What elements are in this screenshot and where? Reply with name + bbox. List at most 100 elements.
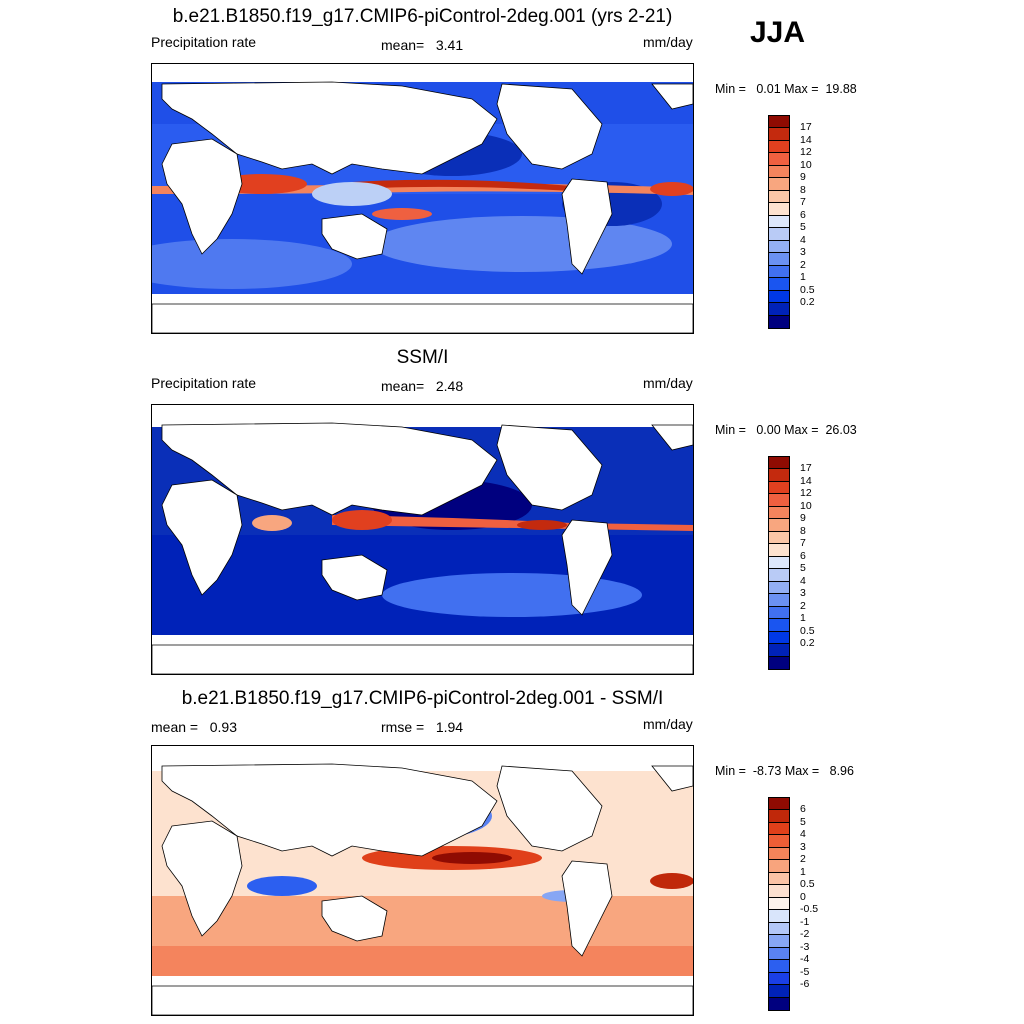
panel-title: SSM/I	[396, 347, 449, 368]
panel-title: b.e21.B1850.f19_g17.CMIP6-piControl-2deg…	[172, 6, 673, 27]
colorbar-swatch	[769, 810, 789, 823]
colorbar-tick-label: -6	[800, 978, 810, 991]
colorbar-tick-label: 9	[800, 512, 806, 525]
colorbar-swatch	[769, 240, 789, 254]
map-svg	[152, 746, 693, 1015]
colorbar-swatch	[769, 619, 789, 632]
colorbar-swatch	[769, 481, 789, 495]
precip-map	[151, 63, 694, 334]
colorbar-tick-label: 8	[800, 524, 806, 537]
colorbar	[768, 456, 790, 670]
map-svg	[152, 64, 693, 333]
colorbar-tick-label: 5	[800, 562, 806, 575]
colorbar-tick-label: -2	[800, 928, 810, 941]
colorbar-swatch	[769, 303, 789, 316]
colorbar-swatch	[769, 947, 789, 961]
colorbar-swatch	[769, 116, 789, 129]
colorbar-tick-label: 10	[800, 158, 812, 171]
colorbar-swatch	[769, 278, 789, 291]
colorbar-tick-label: 5	[800, 221, 806, 234]
colorbar-swatch	[769, 885, 789, 898]
colorbar-tick-label: 0.2	[800, 637, 815, 650]
colorbar-swatch	[769, 228, 789, 241]
colorbar-swatch	[769, 631, 789, 645]
colorbar-swatch	[769, 935, 789, 948]
colorbar-tick-label: 17	[800, 121, 812, 134]
colorbar-swatch	[769, 153, 789, 166]
min-max-label: Min = 0.01 Max = 19.88	[715, 82, 857, 96]
colorbar-tick-label: 4	[800, 574, 806, 587]
variable-label: Precipitation rate	[151, 375, 257, 391]
colorbar-swatch	[769, 972, 789, 986]
colorbar-swatch	[769, 531, 789, 545]
colorbar-swatch	[769, 644, 789, 657]
colorbar-tick-label: 4	[800, 828, 806, 841]
colorbar-tick-label: 0.5	[800, 624, 815, 637]
colorbar-swatch	[769, 253, 789, 266]
colorbar-swatch	[769, 897, 789, 911]
colorbar-swatch	[769, 506, 789, 520]
colorbar-tick-label: 0.5	[800, 283, 815, 296]
colorbar-tick-label: 0.2	[800, 296, 815, 309]
colorbar-tick-label: 1	[800, 271, 806, 284]
colorbar-swatch	[769, 656, 789, 669]
colorbar-tick-label: 3	[800, 840, 806, 853]
colorbar-tick-label: 14	[800, 133, 812, 146]
colorbar-swatch	[769, 128, 789, 141]
colorbar	[768, 115, 790, 329]
colorbar-tick-label: 3	[800, 246, 806, 259]
variable-label: Precipitation rate	[151, 34, 257, 50]
colorbar-tick-label: 1	[800, 865, 806, 878]
map-svg	[152, 405, 693, 674]
units-label: mm/day	[643, 716, 693, 732]
min-max-label: Min = 0.00 Max = 26.03	[715, 423, 857, 437]
colorbar-swatch	[769, 569, 789, 582]
rmse-label: rmse = 1.94	[381, 719, 464, 735]
colorbar-tick-label: 5	[800, 815, 806, 828]
panel-title: b.e21.B1850.f19_g17.CMIP6-piControl-2deg…	[181, 688, 664, 709]
colorbar-tick-label: -4	[800, 953, 810, 966]
colorbar-tick-label: 9	[800, 171, 806, 184]
colorbar-swatch	[769, 798, 789, 811]
colorbar-tick-label: -0.5	[800, 903, 819, 916]
colorbar-tick-label: 8	[800, 183, 806, 196]
colorbar-swatch	[769, 203, 789, 216]
colorbar-swatch	[769, 872, 789, 886]
colorbar-swatch	[769, 860, 789, 873]
colorbar-tick-label: 10	[800, 499, 812, 512]
colorbar-swatch	[769, 594, 789, 607]
colorbar-swatch	[769, 997, 789, 1010]
colorbar-tick-label: 6	[800, 208, 806, 221]
colorbar-swatch	[769, 835, 789, 848]
colorbar-swatch	[769, 822, 789, 836]
colorbar-tick-label: 1	[800, 612, 806, 625]
colorbar-swatch	[769, 457, 789, 470]
colorbar-swatch	[769, 544, 789, 557]
colorbar-swatch	[769, 985, 789, 998]
colorbar-swatch	[769, 581, 789, 595]
colorbar-tick-label: 2	[800, 853, 806, 866]
colorbar-swatch	[769, 190, 789, 204]
mean-label: mean= 3.41	[381, 37, 464, 53]
units-label: mm/day	[643, 34, 693, 50]
precip-map	[151, 404, 694, 675]
colorbar-tick-label: 6	[800, 803, 806, 816]
colorbar-tick-label: 4	[800, 233, 806, 246]
colorbar-tick-label: 7	[800, 537, 806, 550]
colorbar-tick-label: 2	[800, 599, 806, 612]
colorbar-swatch	[769, 165, 789, 179]
difference-map	[151, 745, 694, 1016]
colorbar-tick-label: 12	[800, 146, 812, 159]
units-label: mm/day	[643, 375, 693, 391]
colorbar-swatch	[769, 315, 789, 328]
colorbar-tick-label: 0	[800, 890, 806, 903]
colorbar-swatch	[769, 290, 789, 304]
colorbar-swatch	[769, 519, 789, 532]
colorbar-swatch	[769, 960, 789, 973]
colorbar-swatch	[769, 469, 789, 482]
colorbar-swatch	[769, 910, 789, 923]
colorbar-tick-label: -1	[800, 915, 810, 928]
colorbar-tick-label: 7	[800, 196, 806, 209]
colorbar-tick-label: 0.5	[800, 878, 815, 891]
min-max-label: Min = -8.73 Max = 8.96	[715, 764, 854, 778]
